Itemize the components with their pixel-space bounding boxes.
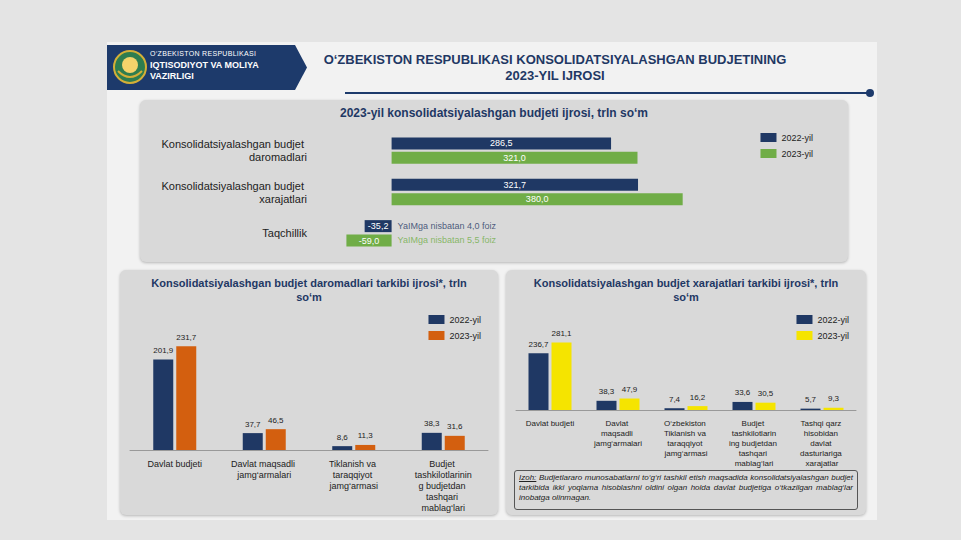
svg-text:286,5: 286,5 <box>490 138 513 148</box>
svg-text:mablag‘lari: mablag‘lari <box>421 503 465 513</box>
html-text:IQTISODIYOT VA MOLIYA VAZIRLIG: IQTISODIYOT VA MOLIYA VAZIRLIGI <box>150 60 259 81</box>
svg-text:380,0: 380,0 <box>526 194 549 204</box>
svg-text:Konsolidatsiyalashgan budjet: Konsolidatsiyalashgan budjet <box>161 180 307 192</box>
svg-text:jamg‘armalari: jamg‘armalari <box>236 470 291 480</box>
svg-text:46,5: 46,5 <box>268 416 284 425</box>
svg-text:-35,2: -35,2 <box>368 221 389 231</box>
svg-text:O‘zbekiston: O‘zbekiston <box>664 419 708 428</box>
svg-text:2022-yil: 2022-yil <box>817 315 849 325</box>
svg-text:Budjet: Budjet <box>742 419 767 428</box>
svg-text:Tiklanish va: Tiklanish va <box>329 459 379 469</box>
svg-text:tashkilotlarin: tashkilotlarin <box>732 429 776 438</box>
svg-text:mablag‘lari: mablag‘lari <box>735 459 774 468</box>
svg-text:11,3: 11,3 <box>358 431 374 440</box>
svg-text:tashqari: tashqari <box>426 492 461 502</box>
svg-text:ing budjetdan: ing budjetdan <box>729 439 779 448</box>
svg-text:Tiklanish va: Tiklanish va <box>664 429 708 438</box>
svg-text:9,3: 9,3 <box>828 394 840 403</box>
svg-text:xarajatlari: xarajatlari <box>259 193 307 205</box>
svg-text:2023-yil: 2023-yil <box>817 331 849 341</box>
svg-text:daromadlari: daromadlari <box>249 151 307 163</box>
svg-text:YaIMga nisbatan 4,0 foiz: YaIMga nisbatan 4,0 foiz <box>398 221 497 231</box>
svg-text:hisobidan: hisobidan <box>804 429 840 438</box>
svg-text:Davlat: Davlat <box>606 419 631 428</box>
svg-text:38,3: 38,3 <box>599 387 615 396</box>
svg-text:37,7: 37,7 <box>245 420 261 429</box>
svg-text:31,6: 31,6 <box>447 422 463 431</box>
svg-text:231,7: 231,7 <box>176 333 197 342</box>
svg-text:7,4: 7,4 <box>669 395 681 404</box>
svg-text:Budjet: Budjet <box>429 459 457 469</box>
svg-text:g budjetdan: g budjetdan <box>418 481 468 491</box>
svg-text:321,7: 321,7 <box>504 180 527 190</box>
html-text:Konsolidatsiyalashgan budjet x: Konsolidatsiyalashgan budjet xarajatlari… <box>533 277 839 303</box>
svg-text:dasturlariga: dasturlariga <box>800 449 844 458</box>
html-text:O‘ZBEKISTON RESPUBLIKASI KONSO: O‘ZBEKISTON RESPUBLIKASI KONSOLIDATSIYAL… <box>323 52 787 83</box>
svg-text:47,9: 47,9 <box>622 385 638 394</box>
svg-text:Davlat maqsadli: Davlat maqsadli <box>231 459 298 469</box>
svg-text:maqsadli: maqsadli <box>601 429 635 438</box>
svg-text:Taqchillik: Taqchillik <box>262 227 307 239</box>
svg-text:33,6: 33,6 <box>735 388 751 397</box>
html-text:O‘ZBEKISTON RESPUBLIKASI: O‘ZBEKISTON RESPUBLIKASI <box>150 50 257 57</box>
svg-text:Tashqi qarz: Tashqi qarz <box>800 419 843 428</box>
html-text:Izoh: Budjetlararo munosabatla: Izoh: Budjetlararo munosabatlarni to‘g‘r… <box>519 473 853 502</box>
svg-text:taraqqiyot: taraqqiyot <box>667 439 704 448</box>
svg-text:201,9: 201,9 <box>153 346 174 355</box>
svg-text:Davlat budjeti: Davlat budjeti <box>147 459 202 469</box>
svg-text:16,2: 16,2 <box>690 393 706 402</box>
html-text:Konsolidatsiyalashgan budjet d: Konsolidatsiyalashgan budjet daromadlari… <box>151 277 467 303</box>
svg-text:jamg‘armasi: jamg‘armasi <box>328 481 378 491</box>
svg-text:8,6: 8,6 <box>337 433 349 442</box>
svg-text:Konsolidatsiyalashgan budjet: Konsolidatsiyalashgan budjet <box>161 138 307 150</box>
svg-text:tashkilotlarinin: tashkilotlarinin <box>415 470 472 480</box>
svg-text:Davlat budjeti: Davlat budjeti <box>526 419 575 428</box>
svg-text:davlat: davlat <box>810 439 834 448</box>
svg-text:2022-yil: 2022-yil <box>781 133 813 143</box>
svg-text:2022-yil: 2022-yil <box>449 315 481 325</box>
svg-text:321,0: 321,0 <box>503 153 526 163</box>
svg-text:281,1: 281,1 <box>551 329 572 338</box>
svg-text:236,7: 236,7 <box>528 340 549 349</box>
svg-text:jamg‘armalari: jamg‘armalari <box>593 439 642 448</box>
svg-text:taraqqiyot: taraqqiyot <box>333 470 375 480</box>
svg-text:-59,0: -59,0 <box>359 236 380 246</box>
html-text:2023-yil konsolidatsiyalashgan: 2023-yil konsolidatsiyalashgan budjeti i… <box>340 106 648 120</box>
svg-text:tashqari: tashqari <box>739 449 770 458</box>
svg-text:YaIMga nisbatan 5,5 foiz: YaIMga nisbatan 5,5 foiz <box>398 235 497 245</box>
svg-text:xarajatlar: xarajatlar <box>806 459 839 468</box>
svg-text:30,5: 30,5 <box>758 389 774 398</box>
svg-text:38,3: 38,3 <box>424 419 440 428</box>
svg-text:5,7: 5,7 <box>805 395 817 404</box>
svg-text:jamg‘armasi: jamg‘armasi <box>663 449 707 458</box>
svg-text:2023-yil: 2023-yil <box>781 149 813 159</box>
svg-text:2023-yil: 2023-yil <box>449 331 481 341</box>
